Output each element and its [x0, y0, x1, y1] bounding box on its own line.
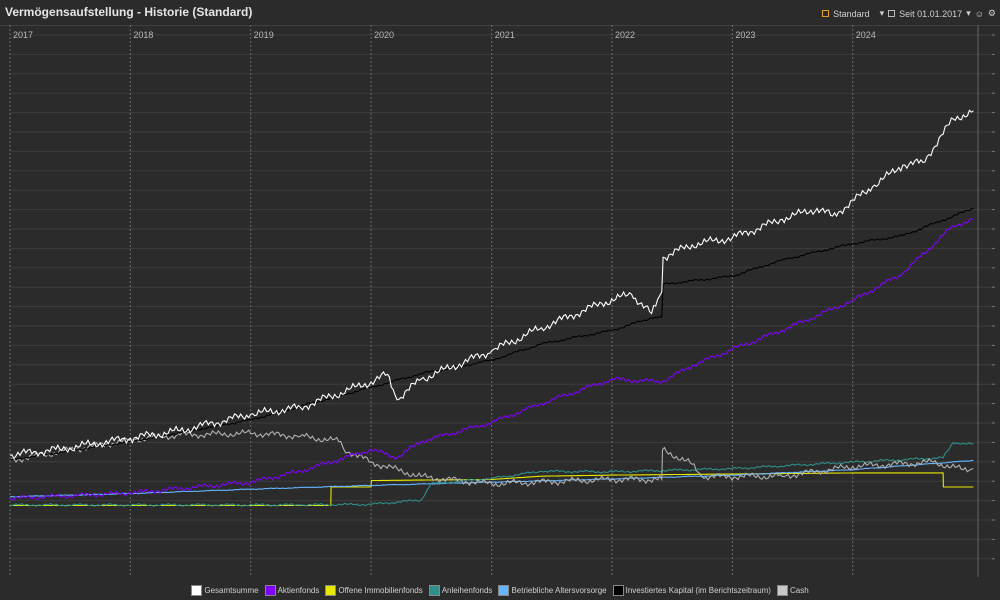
x-tick-label: 2021: [495, 30, 515, 40]
legend-label: Aktienfonds: [277, 586, 320, 595]
legend-item[interactable]: Aktienfonds: [264, 585, 320, 596]
history-chart: 2017 2018 2019 2020 2021 2022 2023 2024: [0, 25, 1000, 577]
legend-label: Anleihenfonds: [441, 586, 493, 595]
legend-label: Cash: [789, 586, 809, 595]
calendar-icon[interactable]: [888, 10, 896, 17]
x-tick-label: 2017: [13, 30, 33, 40]
user-icon[interactable]: ☺: [974, 8, 984, 19]
series-line-aktienfonds: [9, 217, 974, 501]
standard-selector[interactable]: Standard: [833, 8, 870, 19]
x-tick-label: 2019: [254, 30, 274, 40]
x-tick-label: 2024: [856, 30, 876, 40]
x-tick-label: 2022: [615, 30, 635, 40]
page-title: Vermögensaufstellung - Historie (Standar…: [5, 5, 253, 19]
legend-item[interactable]: Offene Immobilienfonds: [325, 585, 423, 596]
legend-swatch: [612, 585, 624, 596]
series-line-gesamtsumme: [9, 109, 974, 460]
period-selector[interactable]: Seit 01.01.2017: [899, 8, 963, 19]
chevron-down-icon[interactable]: ▾: [879, 8, 885, 18]
series-line-investiertes-kapital-im-berichtszeitraum-: [9, 207, 974, 461]
legend-swatch: [498, 585, 510, 596]
x-tick-label: 2020: [374, 30, 394, 40]
chevron-down-icon[interactable]: ▾: [966, 8, 971, 18]
legend-swatch: [428, 585, 440, 596]
legend-item[interactable]: Investiertes Kapital (im Berichtszeitrau…: [612, 585, 771, 596]
legend-swatch: [264, 585, 276, 596]
legend-label: Investiertes Kapital (im Berichtszeitrau…: [625, 586, 771, 595]
legend-swatch: [325, 585, 337, 596]
legend-item[interactable]: Betriebliche Altersvorsorge: [498, 585, 607, 596]
gear-icon[interactable]: ⚙: [987, 8, 996, 18]
legend-item[interactable]: Anleihenfonds: [428, 585, 493, 596]
legend-label: Offene Immobilienfonds: [338, 586, 423, 595]
legend-swatch: [191, 585, 203, 596]
series-line-cash: [9, 428, 974, 488]
series-line-anleihenfonds: [9, 441, 974, 507]
series-line-offene-immobilienfonds: [10, 472, 974, 507]
legend-label: Betriebliche Altersvorsorge: [511, 586, 607, 595]
legend-item[interactable]: Gesamtsumme: [191, 585, 259, 596]
legend-label: Gesamtsumme: [204, 586, 259, 595]
x-tick-label: 2018: [133, 30, 153, 40]
legend-item[interactable]: Cash: [776, 585, 809, 596]
legend-swatch: [776, 585, 788, 596]
series-line-betriebliche-altersvorsorge: [9, 459, 974, 498]
chart-controls: Standard ▾ Seit 01.01.2017 ▾ ☺ ⚙: [822, 8, 996, 19]
x-tick-label: 2023: [735, 30, 755, 40]
chart-legend: Gesamtsumme Aktienfonds Offene Immobilienf…: [0, 585, 1000, 596]
standard-icon[interactable]: [822, 10, 830, 17]
